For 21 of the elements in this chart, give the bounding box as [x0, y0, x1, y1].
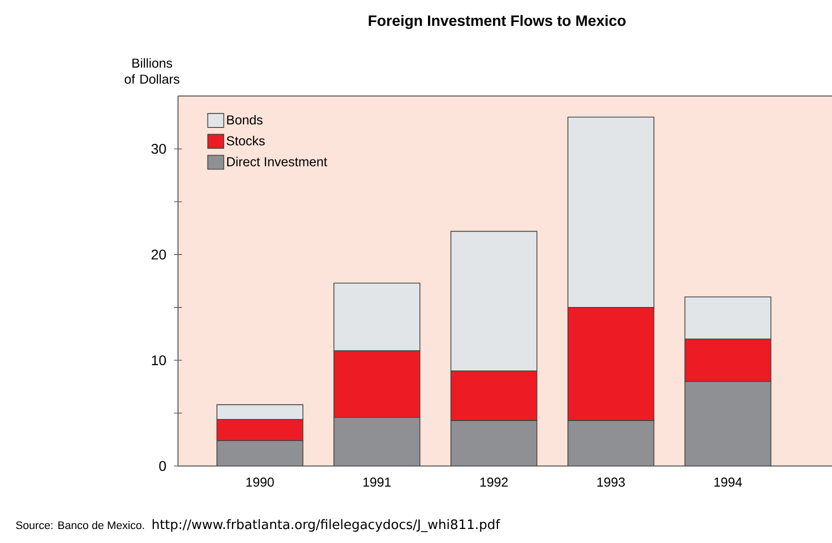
y-tick-label: 20 [152, 250, 166, 260]
y-tick-label: 30 [151, 144, 166, 154]
y-tick-label: 10 [152, 355, 166, 366]
x-tick-label: 1993 [597, 478, 625, 487]
source-note: Source: Banco de Mexico. [16, 521, 144, 530]
bar [567, 420, 654, 466]
legend-label: Bonds [227, 114, 263, 125]
bar [333, 416, 420, 466]
bar [216, 440, 304, 466]
legend-label: Direct Investment [227, 156, 328, 166]
x-tick-label: 1991 [363, 478, 391, 487]
y-axis-title: Billions of Dollars [124, 58, 180, 84]
x-tick-label: 1992 [480, 478, 508, 487]
legend-label: Stocks [226, 136, 265, 146]
x-tick-label: 1990 [246, 478, 274, 487]
chart-title: Foreign Investment Flows to Mexico [368, 14, 626, 30]
bar [450, 420, 538, 466]
text: http://www.frbatlanta.org/filelegacydocs/J_whi811.pdf [152, 519, 500, 532]
bar [684, 381, 772, 466]
x-tick-label: 1994 [714, 478, 742, 487]
y-tick-label: 0 [159, 461, 166, 471]
